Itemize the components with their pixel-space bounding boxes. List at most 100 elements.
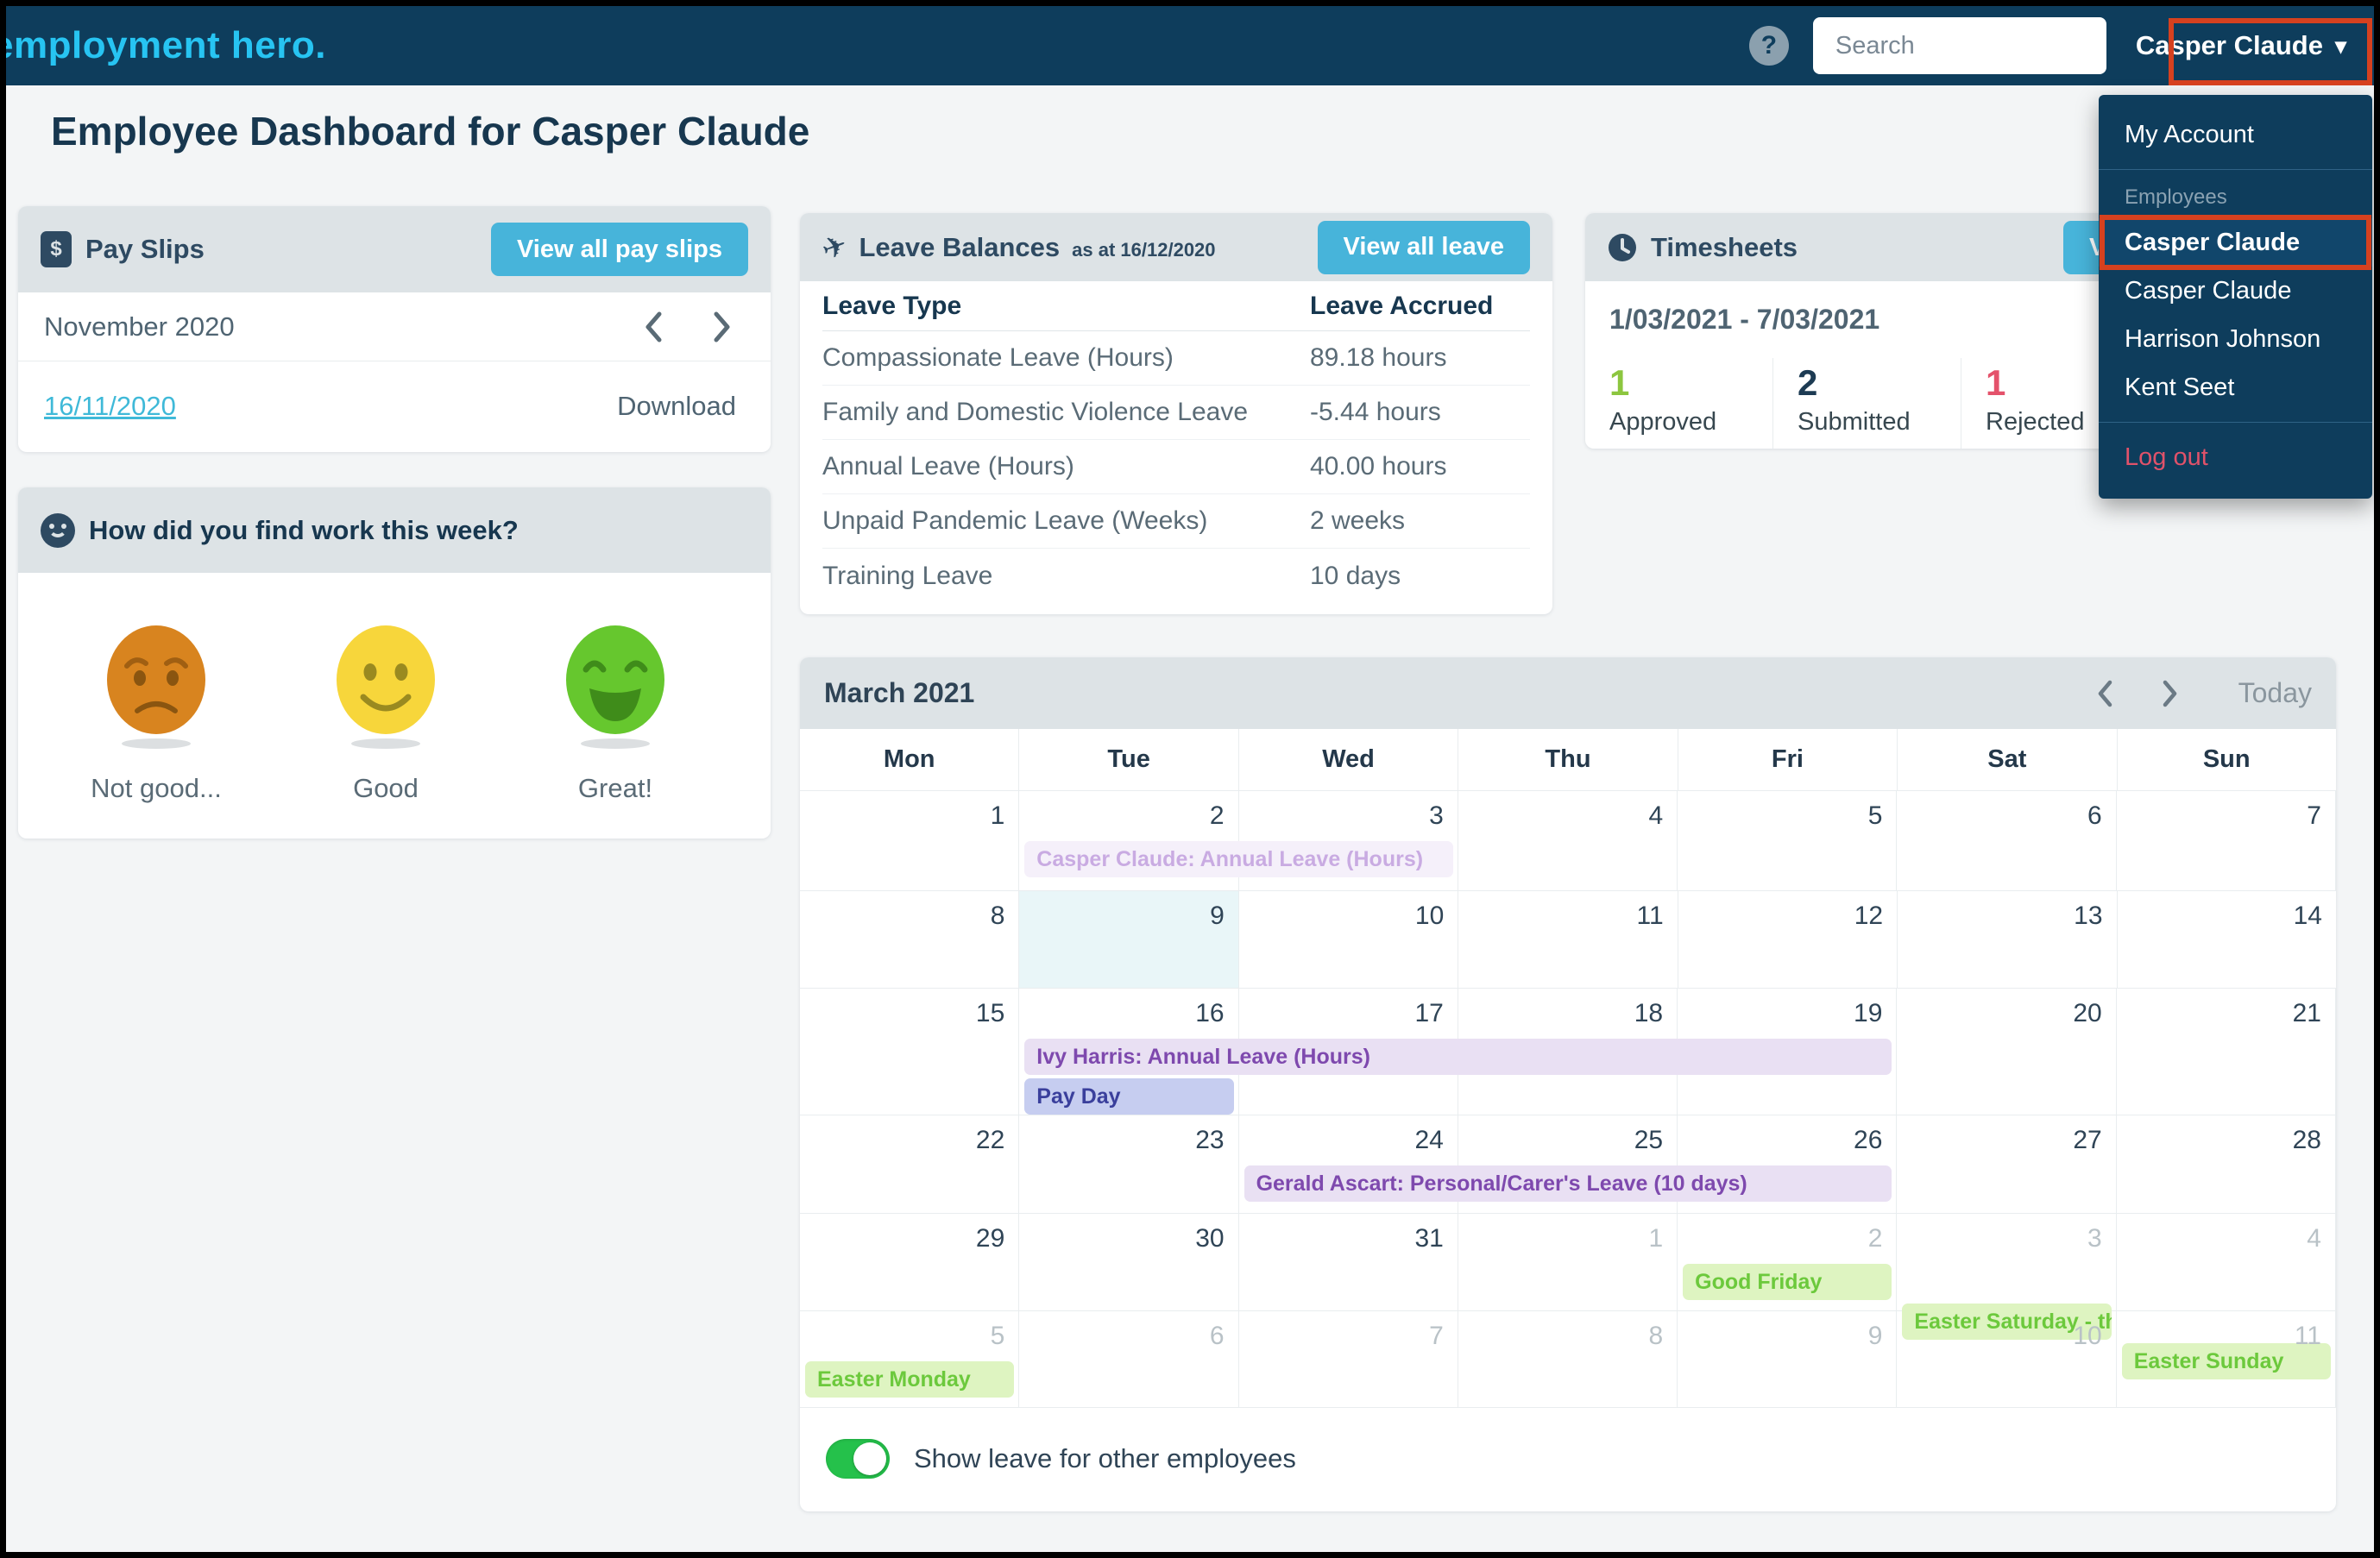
calendar-day-cell[interactable]: 30	[1019, 1214, 1239, 1310]
leave-accrued-value: 89.18 hours	[1310, 343, 1447, 372]
calendar-day-cell[interactable]: 12	[1678, 891, 1898, 988]
menu-item-employee[interactable]: Harrison Johnson	[2125, 325, 2321, 353]
leave-type-value: Compassionate Leave (Hours)	[822, 343, 1174, 372]
calendar-day-cell[interactable]: 11	[2117, 1311, 2336, 1407]
calendar-month-label: March 2021	[824, 677, 975, 708]
calendar-event[interactable]: Casper Claude: Annual Leave (Hours)	[1024, 841, 1453, 877]
navbar-right-group: ? Casper Claude ▾	[1748, 6, 2357, 85]
search-input[interactable]	[1812, 17, 2106, 74]
show-leave-toggle[interactable]	[826, 1439, 890, 1479]
calendar-day-cell[interactable]: 6	[1019, 1311, 1239, 1407]
calendar-day-header: Tue	[1019, 729, 1239, 790]
leave-accrued-value: -5.44 hours	[1310, 398, 1441, 426]
employment-hero-logo: employment hero.	[6, 24, 326, 66]
next-month-icon[interactable]	[712, 311, 733, 343]
menu-divider	[2099, 169, 2372, 170]
calendar-event[interactable]: Easter Monday	[805, 1361, 1015, 1398]
calendar-event[interactable]: Good Friday	[1683, 1264, 1892, 1300]
show-leave-toggle-label: Show leave for other employees	[914, 1443, 1296, 1473]
calendar-day-cell[interactable]: 2	[1678, 1214, 1898, 1310]
calendar-day-cell[interactable]: 9	[1019, 891, 1239, 988]
menu-item-log-out[interactable]: Log out	[2125, 443, 2208, 471]
calendar-day-cell[interactable]: 3	[1239, 791, 1458, 890]
calendar-day-cell[interactable]: 5	[800, 1311, 1020, 1407]
calendar-day-cell[interactable]: 25	[1458, 1115, 1678, 1213]
calendar-day-cell[interactable]: 4	[1458, 791, 1678, 890]
calendar-day-number: 11	[2294, 1322, 2321, 1350]
calendar-day-headers: Mon Tue Wed Thu Fri Sat Sun	[800, 729, 2336, 791]
calendar-day-cell[interactable]: 7	[2117, 791, 2336, 890]
calendar-day-cell[interactable]: 10	[1239, 891, 1459, 988]
calendar-day-number: 9	[1210, 902, 1225, 930]
calendar-previous-icon[interactable]	[2095, 679, 2114, 708]
calendar-day-cell[interactable]: 13	[1898, 891, 2118, 988]
leave-calendar-card: March 2021 Today Mon Tue Wed Thu Fri Sat Sun 1…	[800, 657, 2336, 1511]
menu-item-employee[interactable]: Casper Claude	[2125, 277, 2292, 305]
menu-item-my-account[interactable]: My Account	[2125, 121, 2254, 148]
calendar-day-cell[interactable]: 5	[1678, 791, 1898, 890]
calendar-week-row: 22 23 24 25 26 27 28 Gerald Ascart: Personal/Ca…	[800, 1115, 2336, 1214]
calendar-day-number: 2	[1867, 1224, 1883, 1253]
calendar-day-cell[interactable]: 8	[1458, 1311, 1678, 1407]
calendar-week-row: 8 9 10 11 12 13 14	[800, 891, 2336, 989]
calendar-day-cell[interactable]: 20	[1897, 989, 2117, 1115]
pay-slip-download-link[interactable]: Download	[617, 391, 736, 421]
chevron-down-icon: ▾	[2334, 32, 2346, 59]
calendar-day-cell[interactable]: 4	[2117, 1214, 2336, 1310]
calendar-today-button[interactable]: Today	[2238, 677, 2312, 708]
calendar-day-cell[interactable]: 19	[1678, 989, 1898, 1115]
sad-face-icon	[107, 625, 205, 749]
calendar-day-cell[interactable]: 9	[1678, 1311, 1898, 1407]
calendar-day-cell[interactable]: 2	[1019, 791, 1239, 890]
calendar-day-cell[interactable]: 1	[1458, 1214, 1678, 1310]
timesheet-stat-label: Submitted	[1798, 408, 1911, 437]
calendar-day-cell[interactable]: 11	[1458, 891, 1678, 988]
calendar-event[interactable]: Ivy Harris: Annual Leave (Hours)	[1024, 1039, 1892, 1075]
calendar-event[interactable]: Pay Day	[1024, 1078, 1234, 1115]
calendar-day-cell[interactable]: 23	[1019, 1115, 1239, 1213]
calendar-day-cell[interactable]: 6	[1897, 791, 2117, 890]
view-all-leave-button[interactable]: View all leave	[1317, 220, 1530, 274]
menu-item-employee[interactable]: Kent Seet	[2125, 374, 2235, 401]
calendar-day-cell[interactable]: 28	[2117, 1115, 2336, 1213]
mood-card-header: How did you find work this week?	[18, 487, 771, 573]
mood-option-label: Great!	[577, 773, 653, 803]
calendar-day-cell[interactable]: 21	[2117, 989, 2336, 1115]
timesheet-stat: 1 Approved	[1585, 358, 1773, 449]
pay-slips-month: November 2020	[44, 311, 235, 342]
calendar-day-cell[interactable]: 3	[1897, 1214, 2117, 1310]
calendar-day-cell[interactable]: 22	[800, 1115, 1020, 1213]
pay-slip-date-link[interactable]: 16/11/2020	[44, 391, 176, 421]
calendar-event[interactable]: Gerald Ascart: Personal/Carer's Leave (1…	[1244, 1165, 1892, 1202]
calendar-day-cell[interactable]: 7	[1239, 1311, 1458, 1407]
menu-section-employees-label: Employees	[2125, 185, 2227, 209]
calendar-week-row: 15 16 17 18 19 20 21 Ivy Harris: Annual Leave (…	[800, 989, 2336, 1115]
calendar-next-icon[interactable]	[2161, 679, 2180, 708]
calendar-day-cell[interactable]: 31	[1239, 1214, 1458, 1310]
calendar-day-cell[interactable]: 26	[1678, 1115, 1898, 1213]
mood-option-good[interactable]: Good	[299, 625, 472, 804]
calendar-day-header: Sun	[2202, 745, 2251, 773]
calendar-day-cell[interactable]: 15	[800, 989, 1020, 1115]
calendar-day-cell[interactable]: 8	[800, 891, 1020, 988]
calendar-day-number: 24	[1414, 1126, 1444, 1154]
calendar-event[interactable]: Easter Sunday	[2121, 1343, 2331, 1379]
pay-slip-row: 16/11/2020 Download	[18, 361, 771, 451]
user-menu-trigger[interactable]: Casper Claude ▾	[2136, 30, 2357, 61]
mood-option-not-good[interactable]: Not good...	[70, 625, 242, 804]
calendar-day-cell[interactable]: 24	[1239, 1115, 1458, 1213]
calendar-day-header: Wed	[1239, 729, 1459, 790]
calendar-day-cell[interactable]: 29	[800, 1214, 1020, 1310]
help-icon[interactable]: ?	[1748, 26, 1789, 66]
view-all-pay-slips-button[interactable]: View all pay slips	[490, 223, 748, 276]
calendar-day-cell[interactable]: 27	[1897, 1115, 2117, 1213]
calendar-day-cell[interactable]: 1	[800, 791, 1020, 890]
mood-option-great[interactable]: Great!	[529, 625, 702, 804]
leave-table-rows: Compassionate Leave (Hours) 89.18 hours Fa…	[822, 331, 1530, 603]
calendar-day-cell[interactable]: 14	[2118, 891, 2336, 988]
timesheet-stat-label: Approved	[1609, 408, 1717, 437]
calendar-event[interactable]: Easter Saturday - the	[1902, 1304, 2112, 1340]
menu-item-employee[interactable]: Casper Claude	[2099, 215, 2372, 270]
calendar-day-cell[interactable]: 10	[1897, 1311, 2117, 1407]
previous-month-icon[interactable]	[643, 311, 664, 343]
